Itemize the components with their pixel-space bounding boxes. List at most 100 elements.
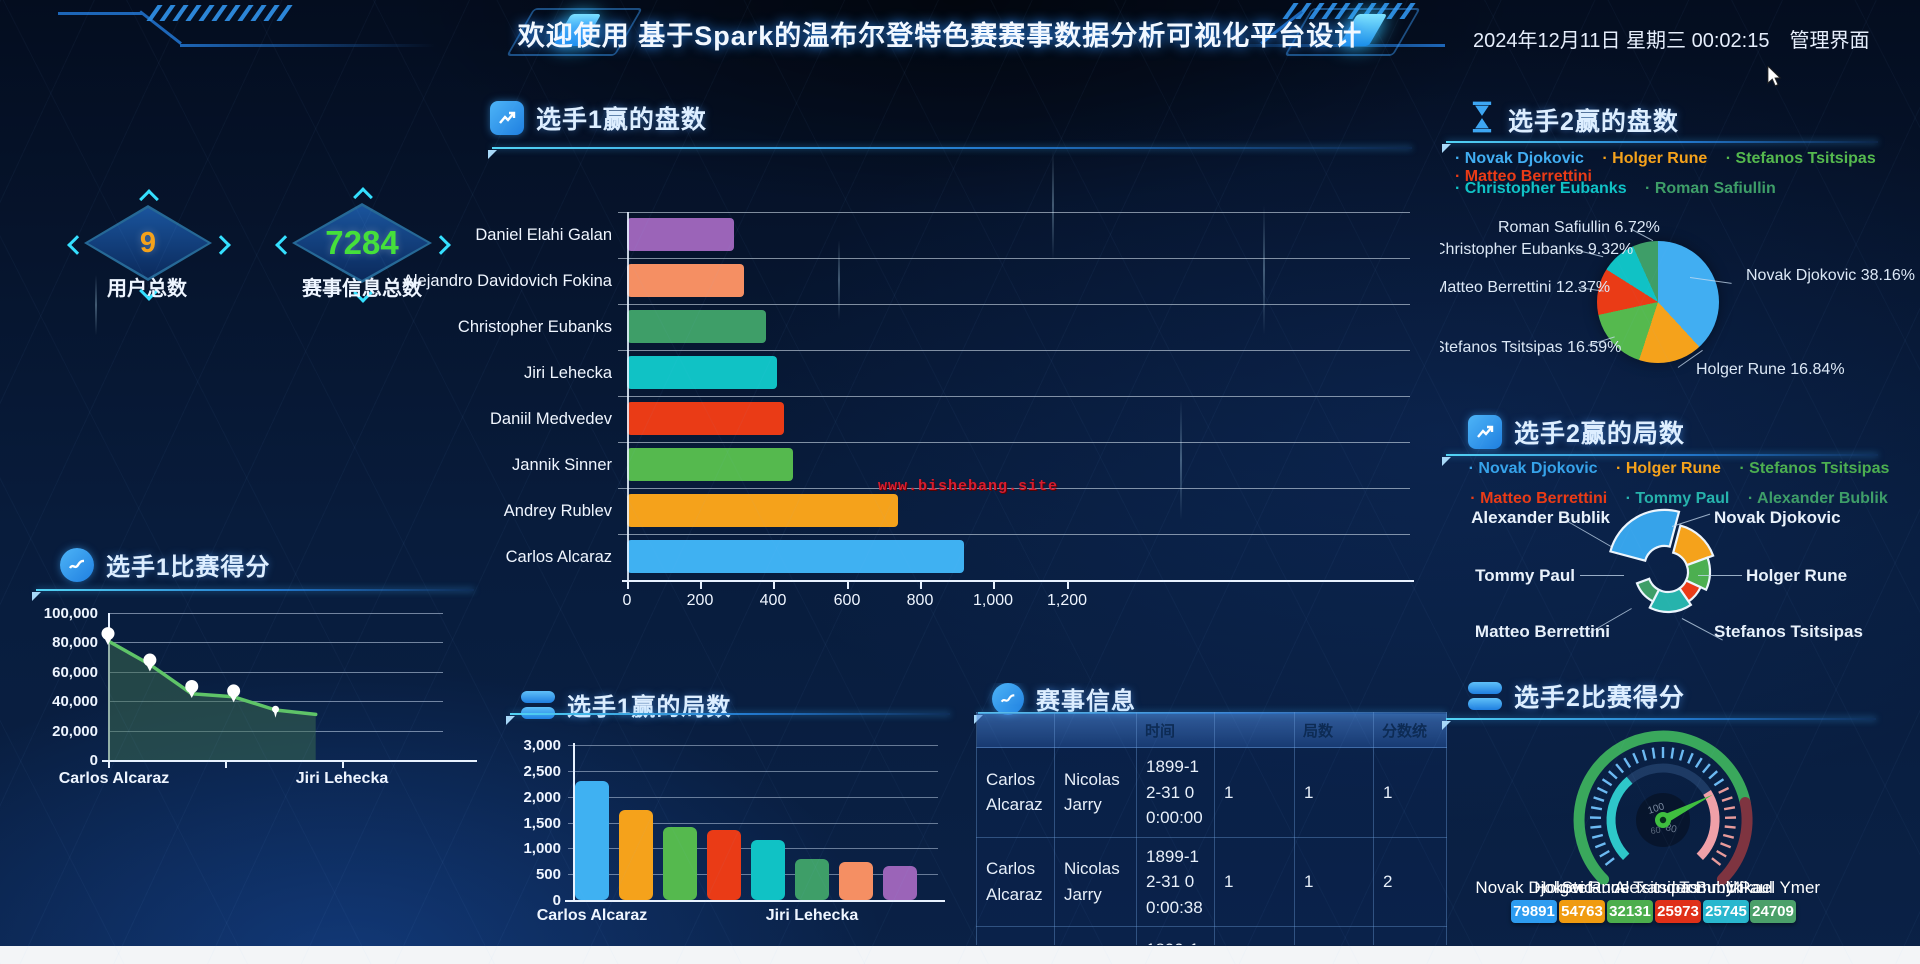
value-badge: 54763: [1559, 900, 1605, 923]
rose-callout: Tommy Paul: [1475, 566, 1575, 585]
list-bars-icon: [1468, 682, 1502, 710]
bar: [627, 540, 965, 573]
x-tick: 0: [622, 592, 632, 609]
cell-player1: Carlos Alcaraz: [976, 747, 1055, 838]
bar-category-label: Alejandro Davidovich Fokina: [402, 272, 612, 290]
bar: [627, 310, 767, 343]
x-label: Jiri Lehecka: [295, 770, 389, 787]
legend-item[interactable]: Holger Rune: [1602, 150, 1707, 167]
bar-row: Christopher Eubanks: [400, 304, 1410, 350]
panel-underline: [1442, 718, 1876, 730]
column-header: [976, 712, 1055, 748]
datetime-text: 2024年12月11日 星期三 00:02:15: [1473, 30, 1770, 52]
caret-left-icon: [275, 235, 295, 255]
panel-underline: [1442, 454, 1878, 466]
y-tick: 500: [535, 866, 561, 883]
player-name: Tommy Paul: [1679, 878, 1773, 897]
trend-chart-icon: [1468, 415, 1502, 449]
pie-callout: Novak Djokovic 38.16%: [1746, 267, 1915, 284]
bar: [627, 218, 735, 251]
rose-legend-row2: Matteo Berrettini Tommy Paul Alexander B…: [1440, 490, 1918, 508]
panel-title: 选手2赢的局数: [1514, 420, 1685, 448]
x-axis-line: [622, 580, 1414, 582]
y-tick: 0: [89, 752, 98, 769]
panel-player1-match-score: 选手1比赛得分 100,000 80,000 60,000 40,000 20,…: [30, 545, 480, 795]
player-name: Alexander Bublik: [1614, 878, 1742, 897]
bar-row: Andrey Rublev: [400, 488, 1410, 534]
legend-item[interactable]: Stefanos Tsitsipas: [1739, 460, 1889, 477]
bar: [627, 448, 794, 481]
x-label: Jiri Lehecka: [765, 907, 859, 924]
panel-underline: [488, 147, 1412, 159]
rose-legend-row1: Novak Djokovic Holger Rune Stefanos Tsit…: [1440, 460, 1918, 478]
value-badge: 79891: [1511, 900, 1557, 923]
panel-title: 赛事信息: [1036, 688, 1136, 715]
pie-callout: Matteo Berrettini 12.37%: [1440, 279, 1611, 296]
bar-row: Daniel Elahi Galan: [400, 212, 1410, 258]
background-streak: [1263, 205, 1265, 335]
pie-callout: Holger Rune 16.84%: [1696, 361, 1845, 378]
legend-item[interactable]: Alexander Bublik: [1748, 490, 1888, 507]
bar-row: Alejandro Davidovich Fokina: [400, 258, 1410, 304]
line-chart-icon: [60, 547, 94, 582]
pie-callout: Christopher Eubanks 9.32%: [1440, 241, 1634, 258]
background-streak: [95, 275, 97, 335]
panel-player2-games-won: 选手2赢的局数 Novak Djokovic Holger Rune Stefa…: [1440, 408, 1918, 668]
bar-category-label: Carlos Alcaraz: [505, 548, 612, 566]
legend-item[interactable]: Novak Djokovic: [1455, 150, 1584, 167]
bar-row: Jannik Sinner: [400, 442, 1410, 488]
match-info-table: 时间 局数 分数统 Carlos Alcaraz Nicolas Jarry 1…: [976, 712, 1447, 945]
panel-match-info: 赛事信息 时间 局数 分数统 Carlos Alcaraz Nicolas Ja…: [974, 683, 1450, 945]
cell-score: 1: [1373, 747, 1447, 838]
cell-value: 1: [1214, 836, 1295, 927]
stat-label: 赛事信息总数: [302, 278, 422, 300]
table-row: Carlos Alcaraz Nicolas Jarry 1899-12-31 …: [976, 836, 1447, 927]
legend-item[interactable]: Christopher Eubanks: [1455, 180, 1627, 197]
x-tick: 400: [759, 592, 787, 609]
player-name: Mikael Ymer: [1725, 878, 1821, 897]
games-rose-chart: [1609, 508, 1715, 614]
y-tick: 2,000: [523, 789, 561, 806]
bar-category-label: Daniel Elahi Galan: [475, 226, 612, 244]
pie-callout: Roman Safiullin 6.72%: [1498, 219, 1660, 236]
bar-category-label: Andrey Rublev: [503, 502, 612, 520]
legend-item[interactable]: Holger Rune: [1616, 460, 1721, 477]
watermark: www.bishebang.site: [878, 478, 1059, 495]
y-tick: 80,000: [52, 634, 98, 651]
bar: [751, 839, 785, 900]
player-name: Holger Rune: [1534, 878, 1630, 897]
background-streak: [838, 240, 840, 320]
legend-item[interactable]: Tommy Paul: [1626, 490, 1730, 507]
page-title: 欢迎使用 基于Spark的温布尔登特色赛赛事数据分析可视化平台设计: [517, 21, 1363, 51]
header-deco-line: [1190, 44, 1445, 47]
panel-underline: [506, 713, 950, 725]
bar-category-label: Jiri Lehecka: [523, 364, 612, 382]
table-row: Carlos Alcaraz Nicolas Jarry 1899-12-31 …: [976, 747, 1447, 838]
cell-player1: Carlos Alcaraz: [976, 836, 1055, 927]
legend-item[interactable]: Matteo Berrettini: [1470, 490, 1607, 507]
cell-time: 1899-12-31 00:00:00: [1136, 747, 1215, 838]
header-hatch-deco: [146, 5, 293, 21]
legend-item[interactable]: Matteo Berrettini: [1455, 168, 1592, 185]
datetime-display: 2024年12月11日 星期三 00:02:15 管理界面: [1473, 24, 1869, 53]
player-name: Novak Djokovic: [1475, 878, 1593, 897]
caret-up-icon: [353, 187, 373, 207]
score-line-chart: [101, 627, 318, 760]
cell-player2: [1054, 926, 1137, 945]
panel-player1-sets-won: 选手1赢的盘数 Daniel Elahi Galan Alejandro Dav…: [400, 100, 1450, 620]
background-streak: [1052, 150, 1054, 260]
sets-pie-chart: [1597, 241, 1719, 363]
caret-up-icon: [139, 189, 159, 209]
bar: [575, 781, 609, 900]
x-tick: 600: [833, 592, 861, 609]
legend-item[interactable]: Roman Safiullin: [1645, 180, 1776, 197]
cell-games: 1: [1294, 836, 1374, 927]
pie-callout: Stefanos Tsitsipas 16.59%: [1440, 339, 1622, 356]
cell-score: [1373, 926, 1447, 945]
legend-item[interactable]: Novak Djokovic: [1469, 460, 1598, 477]
pie-legend-row1: Novak Djokovic Holger Rune Stefanos Tsit…: [1448, 150, 1918, 186]
bar-category-label: Christopher Eubanks: [457, 318, 612, 336]
legend-item[interactable]: Stefanos Tsitsipas: [1726, 150, 1876, 167]
admin-link[interactable]: 管理界面: [1789, 30, 1870, 52]
panel-title: 选手1赢的局数: [567, 694, 732, 721]
